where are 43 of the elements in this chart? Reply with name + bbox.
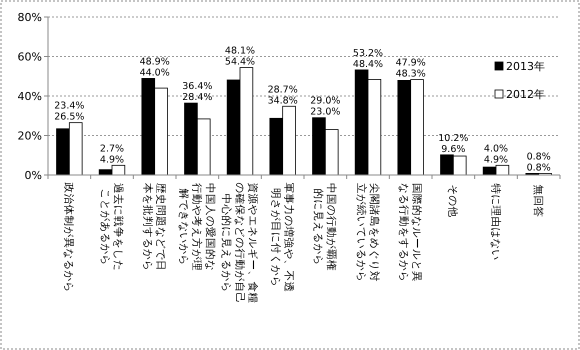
data-label: 48.4% <box>352 58 384 70</box>
data-label: 26.5% <box>54 112 84 123</box>
data-label: 4.0% <box>484 143 508 154</box>
x-tick-label: 国際的なルールと異なる行動をするから <box>397 182 423 282</box>
data-label: 9.6% <box>441 144 466 155</box>
data-label: 34.8% <box>268 95 298 106</box>
data-label: 48.1% <box>224 46 256 57</box>
data-label: 23.0% <box>310 106 340 118</box>
data-label: 47.9% <box>396 58 426 69</box>
data-label: 0.8% <box>526 162 551 174</box>
x-tick-label: 尖閣諸島をめぐり対立が続いているから <box>354 182 381 282</box>
x-tick-label: 過去に戦争をしたことがあるから <box>98 183 125 271</box>
y-tick-label: 40% <box>18 90 42 103</box>
data-label: 29.0% <box>310 96 340 107</box>
data-label: 48.9% <box>140 56 170 68</box>
x-tick-label: 特に理由はない <box>489 183 502 260</box>
data-label: 28.4% <box>182 92 212 104</box>
data-label: 23.4% <box>54 100 84 112</box>
y-tick-label: 60% <box>18 50 42 64</box>
data-label: 4.9% <box>484 154 508 166</box>
data-label: 54.4% <box>224 56 256 68</box>
data-label: 48.3% <box>396 68 426 80</box>
x-tick-label: その他 <box>446 184 459 218</box>
x-tick-label: 資源やエネルギー、食糧の確保などの行動が自己中心的に見えるから <box>220 182 258 304</box>
data-label: 10.2% <box>438 132 468 144</box>
x-tick-label: 歴史問題などで日本を批判するから <box>141 183 168 271</box>
data-label: 28.7% <box>268 84 298 96</box>
data-label: 44.0% <box>140 67 170 78</box>
legend-label: 2012年 <box>506 88 545 101</box>
x-tick-label: 中国の行動が覇権的に見えるから <box>312 183 338 271</box>
x-tick-label: 政治体制が異なるから <box>62 182 76 292</box>
data-label: 0.8% <box>526 151 551 162</box>
y-tick-label: 0% <box>24 169 42 182</box>
x-tick-label: 中国人の愛国的な行動や考え方が理解できないから <box>178 183 217 271</box>
data-label: 4.9% <box>100 154 124 166</box>
x-tick-label: 無回答 <box>532 184 544 218</box>
y-tick-label: 80% <box>18 11 42 24</box>
y-tick-label: 20% <box>18 130 42 142</box>
legend-label: 2013年 <box>506 60 545 73</box>
x-tick-label: 軍事力の増強や、不透明さが目に付くから <box>269 182 296 292</box>
data-label: 36.4% <box>182 81 212 92</box>
data-label: 53.2% <box>352 48 384 59</box>
data-label: 2.7% <box>100 143 124 154</box>
